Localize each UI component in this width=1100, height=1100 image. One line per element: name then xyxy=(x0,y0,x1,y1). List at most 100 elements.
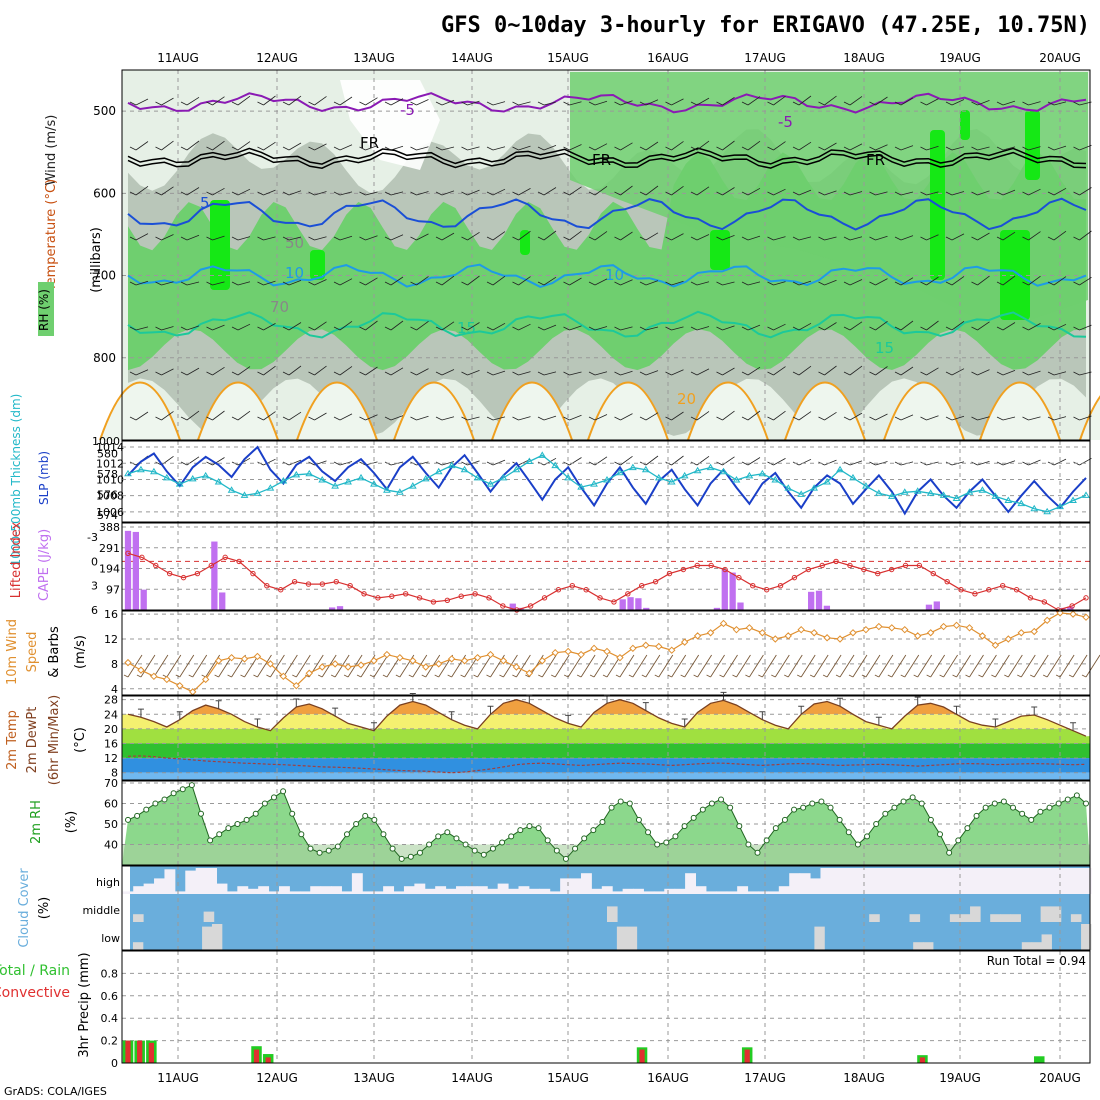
thickness-point xyxy=(913,487,922,494)
temp2m-unit-label: (°C) xyxy=(73,727,88,753)
lifted-index-point xyxy=(389,593,395,599)
rh-dry-patch xyxy=(340,80,440,170)
wind-barb xyxy=(690,140,710,151)
wind-barb xyxy=(129,411,149,421)
temp2m-minmax-bar xyxy=(681,718,688,728)
dewpoint2m-line xyxy=(127,755,1087,774)
wind-barb xyxy=(206,187,225,196)
cloud-high-bar xyxy=(820,868,832,894)
wind-barb xyxy=(767,95,786,106)
wind-barb xyxy=(665,185,684,196)
rh2m-point xyxy=(690,814,697,821)
wind-barb xyxy=(665,98,684,106)
wind-barb xyxy=(792,411,812,421)
rh2m-point xyxy=(325,847,332,854)
thickness-point xyxy=(900,488,909,495)
wind-barb xyxy=(843,236,863,241)
wind-speed-point xyxy=(318,663,326,671)
wind-barb xyxy=(971,232,990,241)
pressure-tick-label: 800 xyxy=(93,351,116,365)
wind-speed-point xyxy=(810,629,818,637)
wind10m-barb xyxy=(563,654,583,678)
lifted-index-point xyxy=(264,583,270,589)
cloud-low-bar xyxy=(211,924,223,950)
precip-tick-label: 0.6 xyxy=(101,990,119,1003)
rh2m-point xyxy=(353,821,360,828)
thickness-point xyxy=(383,486,391,493)
wind10m-barb xyxy=(887,654,907,678)
rh2m-point xyxy=(635,816,642,823)
wind-barb xyxy=(486,231,506,241)
thickness-point xyxy=(357,473,365,481)
top-date-label: 12AUG xyxy=(256,51,298,65)
wind-barb xyxy=(384,191,404,196)
rh2m-point xyxy=(526,823,533,830)
wind-barb xyxy=(1047,276,1067,286)
wind-barb xyxy=(1022,370,1041,376)
rh2m-point xyxy=(489,845,496,852)
wind-speed-point xyxy=(473,653,482,662)
cloud-low-label: low xyxy=(101,932,120,945)
top-date-label: 13AUG xyxy=(353,51,395,65)
wind-barb xyxy=(1022,101,1041,106)
thickness-point xyxy=(1056,502,1064,510)
wind-barb xyxy=(231,323,251,331)
cloud-high-bar xyxy=(154,878,165,894)
cloud-high-bar xyxy=(580,873,592,894)
wind-barb xyxy=(359,191,378,196)
wind-barb xyxy=(996,189,1016,196)
temp-contour-20-arc xyxy=(393,381,475,441)
cloud-high-bar xyxy=(560,878,572,894)
rh2m-point xyxy=(134,812,141,819)
cloud-high-bar xyxy=(726,891,738,894)
contour-label: 15 xyxy=(875,339,894,357)
wind-barb xyxy=(155,234,174,241)
wind10m-barb xyxy=(369,654,389,678)
thickness-point xyxy=(305,469,314,477)
wind10m-barb xyxy=(874,654,894,678)
lifted-index-point xyxy=(569,583,575,589)
wind-barb xyxy=(410,99,429,106)
rh-axis-label: RH (%) xyxy=(37,289,51,331)
wind-barb xyxy=(945,320,965,331)
rh2m-point xyxy=(1010,804,1017,811)
wind-barb xyxy=(767,236,786,241)
temp2m-minmax-bar xyxy=(487,705,494,715)
lifted-index-point xyxy=(999,583,1006,589)
thickness-point xyxy=(603,475,611,483)
wind-barb xyxy=(333,235,353,241)
wind-speed-point xyxy=(642,641,650,649)
wind10m-barb xyxy=(991,654,1010,678)
thickness-point xyxy=(978,486,987,493)
wind-speed-tick-label: 8 xyxy=(111,658,118,671)
wind-barb xyxy=(512,230,531,241)
cloud-high-bar xyxy=(320,886,332,894)
wind-barb xyxy=(945,191,965,196)
wind-barb xyxy=(486,416,506,421)
temp-contour-minus5 xyxy=(127,92,1087,114)
wind-barb xyxy=(920,276,939,286)
wind-barb xyxy=(206,457,225,466)
slp-axis-label: SLP (mb) xyxy=(37,451,51,505)
wind-barb xyxy=(486,459,506,466)
cloud-low-bar xyxy=(1031,942,1043,950)
wind-barb xyxy=(231,141,251,151)
precip-axis-label: 3hr Precip (mm) xyxy=(77,952,92,1057)
rh2m-frame xyxy=(121,780,1091,866)
wind-barb xyxy=(920,415,939,421)
cloud-middle-bar xyxy=(1070,914,1082,922)
wind-barb xyxy=(129,280,149,286)
wind-speed-point xyxy=(240,655,249,663)
rh2m-point xyxy=(380,831,387,838)
wind-speed-point xyxy=(357,661,365,669)
lifted-index-point xyxy=(222,554,228,561)
wind-barb xyxy=(461,460,480,466)
wind10m-barb xyxy=(809,654,829,678)
cloud-middle-bar xyxy=(949,914,961,922)
wind-barb xyxy=(155,140,174,151)
wind-barb xyxy=(410,368,429,376)
cloud-high-bar xyxy=(903,868,915,894)
wind-barb xyxy=(384,145,404,151)
temp2m-tick-label: 12 xyxy=(104,752,118,765)
thickness-point xyxy=(318,475,327,483)
